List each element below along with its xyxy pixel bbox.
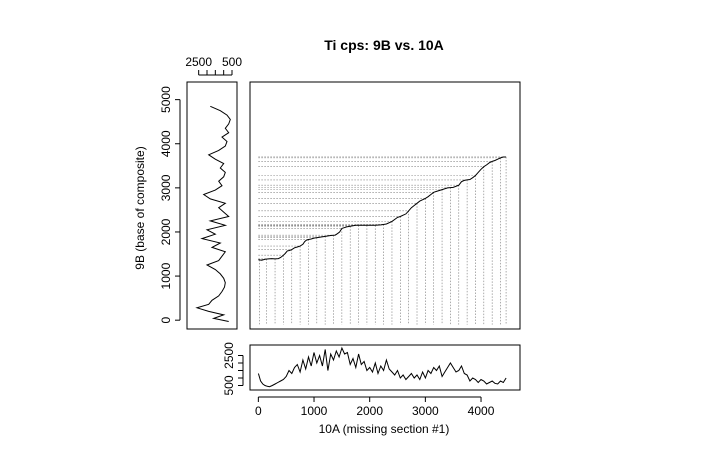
left-log-frame — [186, 81, 238, 330]
x-tick-label: 3000 — [412, 404, 439, 418]
left-log-line — [195, 105, 231, 322]
bottom-log-marks — [257, 346, 507, 388]
top-tick-label: 500 — [222, 55, 242, 69]
bottom-log-frame — [249, 344, 521, 391]
y-tick-label: 5000 — [159, 86, 173, 113]
main-plot-frame — [249, 81, 521, 330]
y-axis-title: 9B (base of composite) — [133, 146, 147, 269]
x-tick-label: 0 — [255, 404, 262, 418]
left-log-marks — [195, 105, 231, 322]
y-tick-label: 1000 — [159, 262, 173, 289]
x-axis-title: 10A (missing section #1) — [319, 422, 450, 436]
y-tick-label: 3000 — [159, 174, 173, 201]
x-tick-label: 4000 — [468, 404, 495, 418]
x-tick-label: 2000 — [356, 404, 383, 418]
left-log-top-axis: 2500 500 — [185, 55, 242, 76]
bottom-log-line — [257, 346, 507, 388]
correlation-line — [258, 156, 507, 261]
y-tick-label: 2000 — [159, 218, 173, 245]
bottom-y-tick-label: 2500 — [222, 342, 236, 369]
tie-guides — [258, 156, 507, 325]
bottom-y-tick-label: 500 — [222, 375, 236, 395]
y-tick-label: 4000 — [159, 130, 173, 157]
main-title: Ti cps: 9B vs. 10A — [324, 37, 444, 53]
x-tick-label: 1000 — [301, 404, 328, 418]
left-log-y-axis: 0 1000 2000 3000 4000 5000 — [159, 86, 181, 324]
main-x-axis: 0 1000 2000 3000 4000 — [255, 396, 495, 418]
main-plot-marks — [258, 156, 507, 261]
top-tick-label: 2500 — [185, 55, 212, 69]
bottom-log-y-axis: 2500 500 — [222, 342, 244, 396]
y-tick-label: 0 — [159, 317, 173, 324]
